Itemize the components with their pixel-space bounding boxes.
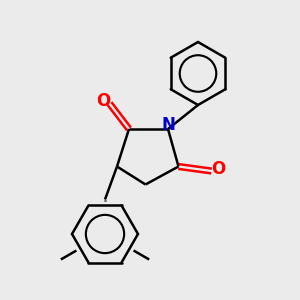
Text: N: N [161,116,175,134]
Text: O: O [211,160,225,178]
Text: O: O [96,92,110,110]
